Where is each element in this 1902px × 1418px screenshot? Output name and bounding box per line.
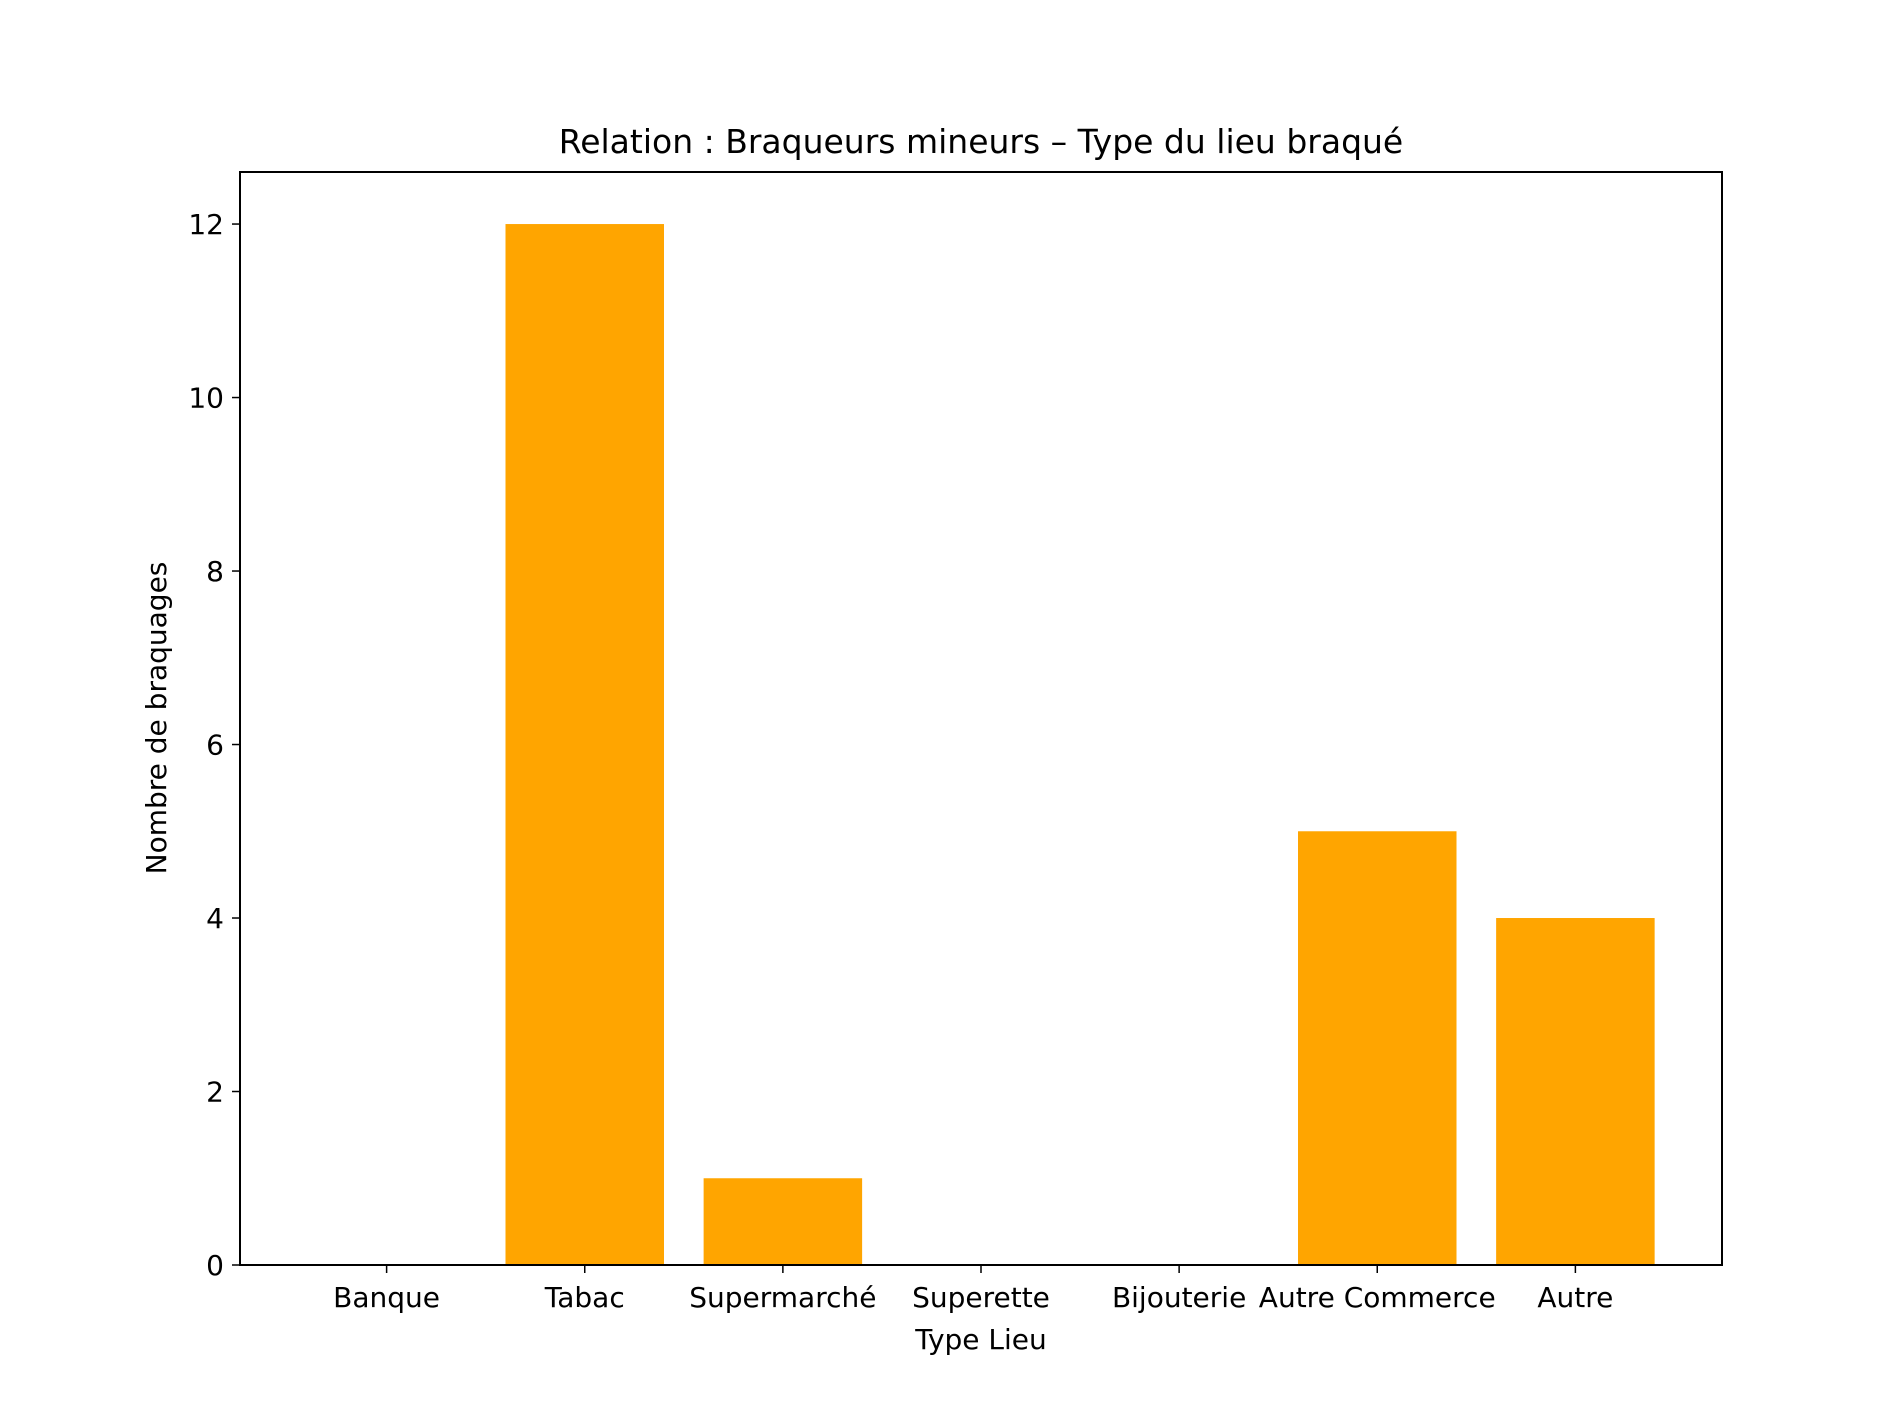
y-axis: 0 2 4 6 8 10 12: [188, 208, 240, 1282]
bar-autre-commerce: [1298, 831, 1457, 1265]
x-tick-label: Tabac: [544, 1281, 625, 1314]
plot-frame: [239, 171, 1723, 1266]
x-axis: Banque Tabac Supermarché Superette Bijouteri…: [333, 1265, 1613, 1314]
x-tick-label: Autre Commerce: [1259, 1281, 1496, 1314]
chart-title: Relation : Braqueurs mineurs – Type du l…: [559, 122, 1403, 161]
bar-tabac: [505, 224, 664, 1266]
y-tick-label: 8: [206, 555, 224, 588]
bars-layer: [505, 224, 1655, 1266]
y-tick-label: 12: [188, 208, 224, 241]
y-tick-label: 10: [188, 382, 224, 415]
y-axis-label: Nombre de braquages: [140, 562, 173, 875]
x-tick-label: Supermarché: [689, 1281, 876, 1314]
bar-supermarché: [703, 1178, 863, 1265]
x-tick-label: Banque: [333, 1281, 440, 1314]
x-tick-label: Superette: [912, 1281, 1050, 1314]
bar-autre: [1496, 918, 1655, 1265]
x-tick-label: Autre: [1537, 1281, 1613, 1314]
x-axis-label: Type Lieu: [914, 1323, 1047, 1356]
y-tick-label: 4: [206, 902, 224, 935]
y-tick-label: 0: [206, 1249, 224, 1282]
y-tick-label: 6: [206, 729, 224, 762]
y-tick-label: 2: [206, 1076, 224, 1109]
x-tick-label: Bijouterie: [1112, 1281, 1246, 1314]
